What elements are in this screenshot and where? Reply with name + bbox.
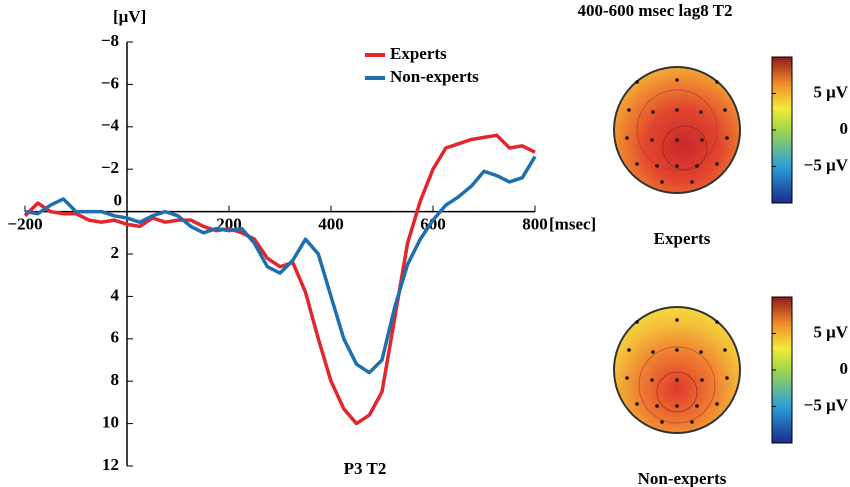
legend-label: Non-experts [390,67,479,86]
electrode [675,378,679,382]
y-tick-label: 10 [102,413,119,432]
electrode [650,138,654,142]
y-tick-label: 2 [111,243,120,262]
electrode [715,402,719,406]
colorbar-tick-label: 0 [840,119,849,138]
map-label: Non-experts [638,469,727,487]
electrode [675,108,679,112]
electrode [635,162,639,166]
electrode [635,80,639,84]
contour [662,125,708,171]
colorbar-tick-label: 5 μV [813,322,848,341]
line-series [23,133,536,426]
electrode [651,110,655,114]
electrode [625,376,629,380]
electrode [675,78,679,82]
legend-label: Experts [390,44,447,63]
electrode [625,136,629,140]
electrode [715,80,719,84]
electrode [725,136,729,140]
contour [656,371,698,413]
colorbar-tick-label: −5 μV [804,395,849,414]
electrode [715,320,719,324]
electrode [660,420,664,424]
x-tick-label: 400 [318,215,344,234]
topomap-title: 400-600 msec lag8 T2 [577,1,732,20]
x-tick-label: −200 [7,215,42,234]
electrode [650,378,654,382]
contour [638,346,716,424]
electrode [675,318,679,322]
electrode [655,164,659,168]
y-tick-label: −6 [101,73,119,92]
electrode [690,420,694,424]
y-tick-label: 4 [111,285,120,304]
electrode [725,376,729,380]
line-series [24,155,537,375]
contour [636,89,718,171]
topomaps [613,56,793,444]
electrode [700,378,704,382]
x-axis-label: [msec] [549,215,596,234]
y-tick-label: 12 [102,455,119,474]
electrode [675,138,679,142]
y-tick-label: 6 [111,328,120,347]
electrode [651,350,655,354]
electrode [695,404,699,408]
y-axis-label: [μV] [113,7,146,26]
chart-title: P3 T2 [344,459,387,478]
electrode [675,348,679,352]
electrode [675,404,679,408]
electrode [635,320,639,324]
x-tick-label: 800 [522,215,548,234]
electrode [690,180,694,184]
head-map [613,306,741,434]
electrode [660,180,664,184]
electrode [723,108,727,112]
colorbar-tick-label: 0 [840,359,849,378]
electrode [700,138,704,142]
electrode [675,164,679,168]
electrode [715,162,719,166]
electrode [695,164,699,168]
electrode [699,110,703,114]
head-map [613,66,741,194]
electrode [655,404,659,408]
electrode [699,350,703,354]
electrode [635,402,639,406]
x-tick-label: 0 [114,191,123,210]
map-label: Experts [654,229,711,248]
electrode [723,348,727,352]
y-tick-label: −2 [101,158,119,177]
y-tick-label: 8 [111,370,120,389]
y-tick-label: −8 [101,31,119,50]
colorbar-tick-label: −5 μV [804,155,849,174]
y-tick-label: −4 [101,116,120,135]
electrode [627,108,631,112]
electrode [627,348,631,352]
colorbar-tick-label: 5 μV [813,82,848,101]
